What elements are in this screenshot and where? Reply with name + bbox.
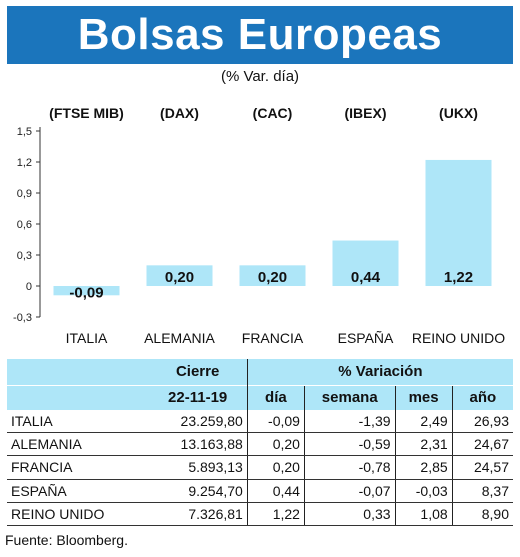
- data-label: 0,44: [351, 269, 381, 286]
- row-semana: -1,39: [303, 410, 396, 434]
- bar-chart: -0,3 0 0,3 0,6 0,9 1,2 1,5 -0,09 (FTSE MIB) ITALI…: [13, 105, 505, 346]
- row-semana: -0,07: [303, 479, 396, 503]
- row-semana: -0,78: [303, 455, 396, 480]
- index-label: (UKX): [439, 105, 478, 121]
- row-semana: -0,59: [303, 432, 396, 457]
- data-label: 1,22: [444, 269, 473, 286]
- data-label: -0,09: [69, 284, 103, 301]
- y-tick-label: 0,6: [17, 219, 32, 231]
- bar: [53, 286, 120, 296]
- category-label: FRANCIA: [242, 330, 304, 346]
- index-label: (IBEX): [345, 105, 387, 121]
- row-name: ITALIA: [7, 410, 149, 434]
- title-banner: Bolsas Europeas: [7, 6, 513, 64]
- row-dia: 1,22: [246, 502, 305, 527]
- row-cierre: 13.163,88: [148, 432, 248, 457]
- y-tick-label: 0,3: [17, 250, 32, 262]
- row-mes: -0,03: [394, 479, 453, 503]
- category-label: ALEMANIA: [144, 330, 215, 346]
- markets-table: Cierre % Variación 22-11-19 día semana m…: [7, 359, 513, 527]
- row-cierre: 7.326,81: [148, 502, 248, 527]
- y-tick-label: 1,2: [17, 157, 32, 169]
- table-header-groups: Cierre % Variación: [7, 359, 513, 386]
- bar: [332, 240, 399, 286]
- table-row: ALEMANIA 13.163,88 0,20 -0,59 2,31 24,67: [7, 432, 513, 457]
- header-blank: [7, 359, 149, 386]
- row-cierre: 5.893,13: [148, 455, 248, 480]
- index-label: (CAC): [253, 105, 293, 121]
- row-mes: 1,08: [394, 502, 453, 527]
- row-name: FRANCIA: [7, 455, 149, 480]
- header-semana: semana: [303, 385, 396, 410]
- row-dia: 0,44: [246, 479, 305, 503]
- table-row: ITALIA 23.259,80 -0,09 -1,39 2,49 26,93: [7, 410, 513, 434]
- row-dia: 0,20: [246, 455, 305, 480]
- row-name: REINO UNIDO: [7, 502, 149, 527]
- row-dia: -0,09: [246, 410, 305, 434]
- row-ano: 24,57: [451, 455, 513, 480]
- row-ano: 26,93: [451, 410, 513, 434]
- row-dia: 0,20: [246, 432, 305, 457]
- data-label: 0,20: [258, 269, 287, 286]
- header-blank-2: [7, 385, 149, 410]
- row-cierre: 9.254,70: [148, 479, 248, 503]
- index-label: (FTSE MIB): [49, 105, 124, 121]
- category-label: ESPAÑA: [338, 330, 394, 346]
- y-tick-label: 1,5: [17, 126, 32, 138]
- row-ano: 8,37: [451, 479, 513, 503]
- y-tick-label: 0: [26, 281, 32, 293]
- y-tick-label: -0,3: [13, 312, 32, 324]
- row-mes: 2,85: [394, 455, 453, 480]
- table-row: ESPAÑA 9.254,70 0,44 -0,07 -0,03 8,37: [7, 479, 513, 503]
- chart-subtitle: (% Var. día): [220, 68, 300, 85]
- row-name: ALEMANIA: [7, 432, 149, 457]
- row-ano: 24,67: [451, 432, 513, 457]
- header-mes: mes: [394, 385, 453, 410]
- bar: [425, 159, 492, 286]
- bar: [146, 265, 213, 286]
- header-variacion: % Variación: [246, 359, 513, 386]
- category-label: ITALIA: [66, 330, 108, 346]
- row-cierre: 23.259,80: [148, 410, 248, 434]
- row-mes: 2,49: [394, 410, 453, 434]
- row-name: ESPAÑA: [7, 479, 149, 503]
- header-ano: año: [451, 385, 513, 410]
- table-header-columns: 22-11-19 día semana mes año: [7, 385, 513, 410]
- category-label: REINO UNIDO: [412, 330, 505, 346]
- index-label: (DAX): [160, 105, 199, 121]
- row-ano: 8,90: [451, 502, 513, 527]
- bar: [239, 265, 306, 286]
- header-cierre: Cierre: [148, 359, 248, 386]
- source-note: Fuente: Bloomberg.: [5, 532, 128, 548]
- table-row: FRANCIA 5.893,13 0,20 -0,78 2,85 24,57: [7, 455, 513, 480]
- data-label: 0,20: [165, 269, 194, 286]
- header-date: 22-11-19: [148, 385, 248, 410]
- header-dia: día: [246, 385, 305, 410]
- y-tick-label: 0,9: [17, 188, 32, 200]
- row-semana: 0,33: [303, 502, 396, 527]
- row-mes: 2,31: [394, 432, 453, 457]
- page-title: Bolsas Europeas: [77, 10, 443, 59]
- table-row: REINO UNIDO 7.326,81 1,22 0,33 1,08 8,90: [7, 502, 513, 527]
